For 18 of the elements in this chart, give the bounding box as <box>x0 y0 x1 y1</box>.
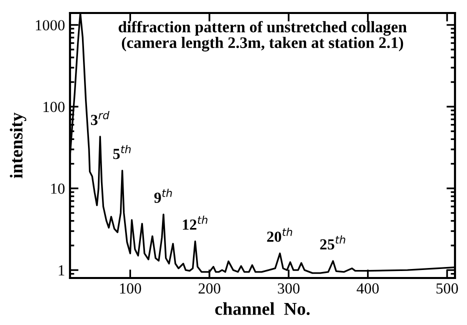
y-tick-label: 10 <box>51 184 65 194</box>
text: diffraction pattern of unstretched collagen (camera length 2.3m, taken at station 2.1) <box>118 20 407 52</box>
annotation: 9$^{th}$ <box>154 188 172 203</box>
x-tick-label: 500 <box>436 283 458 294</box>
x-tick-label: 100 <box>120 283 142 294</box>
x-axis-title: channel No. <box>215 302 310 316</box>
y-tick-label: 1 <box>58 265 64 276</box>
y-axis-title: intensity <box>10 112 26 178</box>
x-tick-label: 300 <box>278 283 300 294</box>
annotation: 3$^{rd}$ <box>90 110 110 126</box>
annotation: 12$^{th}$ <box>182 216 208 230</box>
x-tick-label: 400 <box>356 283 379 294</box>
y-tick-label: 1000 <box>36 20 65 30</box>
annotation: 20$^{th}$ <box>267 228 292 242</box>
x-tick-label: 200 <box>198 283 220 294</box>
annotation: 25$^{th}$ <box>320 235 346 250</box>
annotation: 5$^{th}$ <box>113 144 131 160</box>
y-tick-label: 100 <box>44 102 65 112</box>
